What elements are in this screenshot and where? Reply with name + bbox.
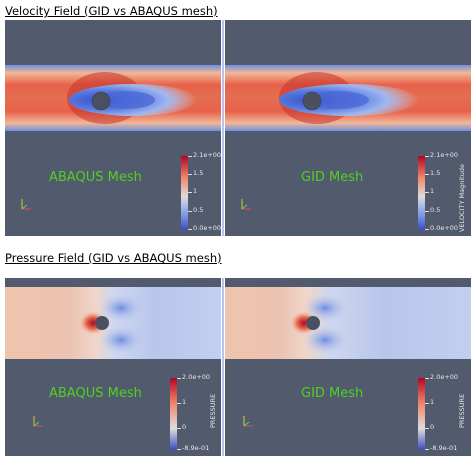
cbar-tick: -8.9e-01 (430, 444, 458, 452)
pressure-left-colorbar-title: PRESSURE (209, 393, 217, 428)
cbar-tick: 2.0e+00 (430, 373, 459, 381)
cylinder-obstacle-icon (91, 91, 111, 111)
cbar-tick: 0.5 (193, 206, 204, 214)
pressure-gid-viewport[interactable]: GID Mesh 2.0e+00 1 0 -8.9e-01 PRESSURE (225, 278, 471, 456)
cbar-tick: 2.1e+00 (193, 151, 221, 159)
cylinder-obstacle-icon (95, 316, 109, 330)
pressure-section-title: Pressure Field (GID vs ABAQUS mesh) (5, 251, 222, 265)
pressure-field-plot (5, 287, 221, 359)
viewport-divider[interactable] (222, 278, 224, 456)
viewport-divider[interactable] (222, 20, 224, 236)
cbar-tick: 2.1e+00 (430, 151, 459, 159)
cbar-tick: 0 (430, 423, 435, 431)
velocity-right-mesh-label: GID Mesh (301, 170, 364, 185)
velocity-abaqus-viewport[interactable]: ABAQUS Mesh 2.1e+00 1.5 1 0.5 0.0e+00 (5, 20, 221, 236)
axes-triad-icon (241, 413, 257, 431)
cbar-tick: 0.5 (430, 206, 441, 214)
cbar-tick: 2.0e+00 (182, 373, 211, 381)
pressure-abaqus-viewport[interactable]: ABAQUS Mesh 2.0e+00 1 0 -8.9e-01 PRESSUR… (5, 278, 221, 456)
velocity-field-plot (5, 65, 221, 131)
cbar-tick: 1.5 (193, 169, 204, 177)
cbar-tick: 1.5 (430, 169, 441, 177)
cylinder-obstacle-icon (302, 91, 322, 111)
velocity-colorbar-title: VELOCITY Magnitude (458, 164, 466, 232)
velocity-gid-viewport[interactable]: GID Mesh 2.1e+00 1.5 1 0.5 0.0e+00 VELOC… (225, 20, 471, 236)
axes-triad-icon (239, 196, 255, 214)
cylinder-obstacle-icon (306, 316, 320, 330)
cbar-tick: 0 (182, 423, 187, 431)
axes-triad-icon (19, 196, 35, 214)
pressure-right-mesh-label: GID Mesh (301, 386, 364, 401)
axes-triad-icon (31, 413, 47, 431)
cbar-tick: 1 (430, 398, 435, 406)
pressure-left-mesh-label: ABAQUS Mesh (49, 386, 142, 401)
cbar-tick: -8.9e-01 (182, 444, 210, 452)
cbar-tick: 0.0e+00 (193, 224, 221, 232)
velocity-left-mesh-label: ABAQUS Mesh (49, 170, 142, 185)
pressure-field-plot (225, 287, 471, 359)
velocity-field-plot (225, 65, 471, 131)
cbar-tick: 1 (182, 398, 187, 406)
cbar-tick: 1 (430, 187, 435, 195)
velocity-section-title: Velocity Field (GID vs ABAQUS mesh) (5, 4, 218, 18)
cbar-tick: 0.0e+00 (430, 224, 459, 232)
pressure-right-colorbar-title: PRESSURE (458, 393, 466, 428)
cbar-tick: 1 (193, 187, 198, 195)
